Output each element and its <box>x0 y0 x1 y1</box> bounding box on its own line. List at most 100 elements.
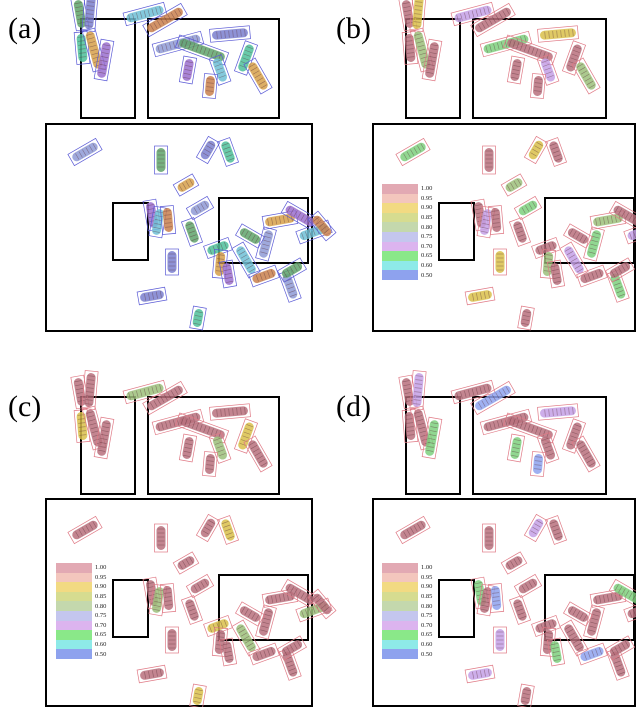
legend-label: 0.60 <box>421 641 433 649</box>
legend-entry: 0.75 <box>382 231 438 242</box>
legend-entry: 1.00 <box>382 184 438 194</box>
legend-entry: 0.80 <box>382 222 438 232</box>
legend-swatch <box>56 620 92 631</box>
chromosome <box>159 583 177 613</box>
chromosome <box>561 40 587 76</box>
legend-label: 0.75 <box>421 233 433 241</box>
legend-label: 0.85 <box>421 214 433 222</box>
legend-entry: 0.65 <box>56 630 112 640</box>
legend-entry: 0.70 <box>56 620 112 631</box>
chromosome <box>235 223 265 249</box>
legend-entry: 0.90 <box>56 582 112 592</box>
chromosome <box>493 248 507 276</box>
legend-swatch <box>382 620 418 631</box>
chromosome <box>530 73 546 99</box>
chromosome <box>537 25 579 43</box>
chromosome <box>464 664 496 684</box>
legend-label: 0.95 <box>95 573 107 581</box>
legend-swatch <box>382 231 418 242</box>
legend-entry: 0.95 <box>56 572 112 583</box>
chromosome <box>605 257 635 283</box>
chromosome <box>307 210 337 242</box>
chromosome <box>487 205 505 235</box>
legend-entry: 0.60 <box>382 639 438 650</box>
chromosome <box>136 286 168 306</box>
chromosome <box>208 432 232 464</box>
chromosome <box>231 619 261 657</box>
chromosome <box>487 583 505 613</box>
chromosome <box>280 200 320 232</box>
legend-swatch <box>382 601 418 611</box>
legend-swatch <box>382 222 418 232</box>
chromosome <box>506 55 526 85</box>
chromosome <box>202 73 218 99</box>
legend-label: 0.80 <box>95 602 107 610</box>
chromosome <box>482 145 496 175</box>
legend-swatch <box>382 572 418 583</box>
panel-d-zoom-box-left <box>438 579 475 638</box>
legend-swatch <box>56 601 92 611</box>
legend-entry: 0.60 <box>382 260 438 271</box>
legend-label: 0.75 <box>421 612 433 620</box>
legend-label: 0.75 <box>95 612 107 620</box>
chromosome <box>178 433 198 463</box>
legend-label: 1.00 <box>95 564 107 572</box>
panel-d-zoom-box-right <box>544 574 635 641</box>
legend-label: 0.80 <box>421 223 433 231</box>
chromosome <box>154 523 168 553</box>
legend-swatch <box>56 639 92 650</box>
chromosome <box>546 259 566 289</box>
chromosome <box>482 523 496 553</box>
chromosome <box>277 257 307 283</box>
chromosome <box>255 226 277 262</box>
panel-a-zoom-box-left <box>112 202 149 261</box>
legend-swatch <box>382 251 418 261</box>
chromosome <box>508 595 532 625</box>
chromosome <box>563 223 593 249</box>
chromosome <box>93 416 115 460</box>
legend-swatch <box>382 591 418 602</box>
chromosome <box>189 683 207 707</box>
chromosome <box>248 642 280 666</box>
chromosome <box>513 573 543 599</box>
chromosome <box>178 55 198 85</box>
chromosome <box>513 195 543 221</box>
legend-d: 1.00 0.95 0.90 0.85 0.80 0.75 0.70 0.65 0.60 0.50 <box>382 563 438 659</box>
chromosome <box>523 513 549 543</box>
chromosome <box>255 604 277 640</box>
legend-entry: 0.50 <box>56 649 112 659</box>
chromosome <box>576 642 608 666</box>
legend-label: 0.60 <box>421 262 433 270</box>
legend-label: 0.70 <box>421 621 433 629</box>
chromosome <box>537 403 579 421</box>
legend-label: 0.50 <box>421 650 433 658</box>
chromosome <box>81 370 99 410</box>
legend-label: 1.00 <box>421 564 433 572</box>
chromosome <box>530 451 546 477</box>
legend-label: 0.90 <box>95 583 107 591</box>
legend-entry: 0.95 <box>382 572 438 583</box>
legend-swatch <box>56 630 92 640</box>
chromosome <box>248 264 280 288</box>
legend-label: 0.85 <box>95 593 107 601</box>
chromosome <box>517 683 535 707</box>
chromosome <box>218 637 238 667</box>
legend-label: 0.65 <box>421 631 433 639</box>
chromosome <box>608 200 636 232</box>
chromosome <box>154 145 168 175</box>
chromosome <box>122 379 168 405</box>
legend-c: 1.00 0.95 0.90 0.85 0.80 0.75 0.70 0.65 0.60 0.50 <box>56 563 112 659</box>
chromosome <box>218 259 238 289</box>
chromosome <box>523 135 549 165</box>
legend-swatch <box>56 563 92 573</box>
chromosome <box>605 635 635 661</box>
chromosome <box>470 380 516 416</box>
legend-label: 0.90 <box>421 583 433 591</box>
legend-label: 0.50 <box>95 650 107 658</box>
chromosome <box>583 226 605 262</box>
chromosome <box>421 38 443 82</box>
chromosome <box>539 627 557 657</box>
chromosome <box>464 286 496 306</box>
chromosome <box>189 305 207 331</box>
legend-entry: 0.85 <box>382 212 438 223</box>
